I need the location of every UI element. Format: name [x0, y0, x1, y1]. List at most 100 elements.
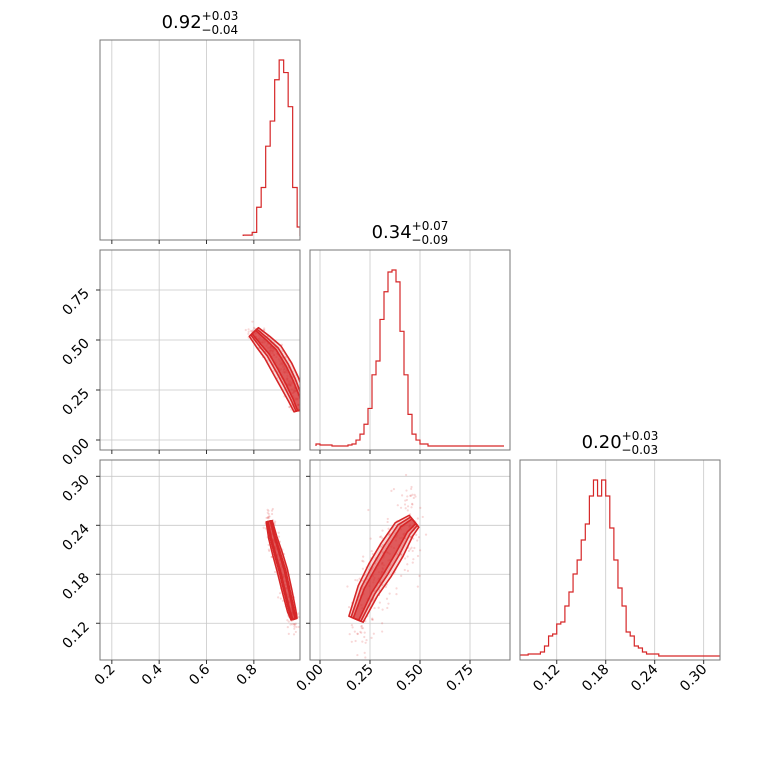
sample-point	[416, 517, 419, 520]
sample-point	[410, 502, 414, 505]
sample-point	[424, 533, 428, 536]
sample-point	[266, 516, 269, 519]
sample-point	[412, 558, 415, 561]
sample-point	[371, 618, 374, 621]
sample-point	[411, 493, 414, 496]
sample-point	[384, 585, 388, 588]
sample-point	[244, 328, 247, 332]
sample-point	[381, 537, 384, 540]
sample-point	[364, 656, 367, 659]
sample-point	[253, 327, 256, 330]
sample-point	[304, 406, 306, 408]
sample-point	[360, 624, 363, 628]
title-plus: +0.07	[412, 219, 449, 233]
sample-point	[404, 473, 408, 477]
sample-point	[406, 555, 409, 558]
sample-point	[364, 641, 367, 644]
y-tick-label: 0.50	[59, 336, 92, 369]
sample-point	[412, 453, 414, 455]
sample-point	[263, 329, 266, 332]
sample-point	[361, 559, 364, 562]
sample-point	[358, 577, 361, 580]
sample-point	[306, 407, 308, 409]
title-median: 0.34	[372, 222, 412, 243]
y-tick-label: 0.30	[59, 472, 92, 505]
sample-point	[278, 592, 282, 595]
sample-point	[354, 578, 357, 582]
sample-point	[401, 494, 404, 497]
sample-point	[353, 630, 356, 633]
panel-2-0: 0.2 0.4 0.6 0.8 0.12 0.18 0.24 0.30	[59, 459, 301, 689]
panel-2-1: 0.00 0.25 0.50 0.75	[293, 453, 511, 695]
sample-point	[286, 619, 289, 622]
sample-point	[292, 623, 296, 626]
sample-point	[267, 548, 270, 551]
sample-point	[287, 620, 290, 623]
sample-point	[267, 515, 271, 518]
sample-point	[406, 563, 409, 566]
sample-point	[296, 612, 300, 615]
sample-point	[252, 326, 256, 329]
sample-point	[396, 504, 399, 507]
sample-point	[377, 606, 380, 609]
panel-frame	[99, 249, 301, 451]
sample-point	[268, 549, 271, 553]
sample-point	[409, 548, 412, 551]
y-tick-label: 0.00	[59, 436, 92, 469]
sample-point	[291, 623, 294, 626]
sample-point	[416, 539, 419, 542]
sample-point	[395, 587, 398, 590]
sample-point	[267, 543, 270, 547]
sample-point	[346, 585, 349, 588]
sample-point	[419, 549, 422, 552]
y-tick-label: 0.18	[59, 570, 92, 603]
sample-point	[378, 582, 381, 585]
sample-point	[371, 552, 374, 556]
sample-point	[347, 606, 351, 609]
panel-1-0: 0.00 0.25 0.50 0.75	[59, 249, 308, 469]
sample-point	[370, 636, 373, 639]
sample-point	[362, 560, 365, 563]
histogram-step	[242, 59, 300, 236]
title-minus: −0.09	[411, 233, 448, 247]
panel-2-2: 0.12 0.18 0.24 0.30 0.20+0.03 −0.03	[519, 429, 721, 695]
sample-point	[293, 623, 296, 626]
sample-point	[303, 402, 305, 404]
x-tick-label: 0.25	[343, 662, 376, 695]
sample-point	[274, 520, 277, 523]
sample-point	[359, 630, 362, 633]
sample-point	[416, 554, 420, 558]
sample-point	[306, 403, 308, 405]
x-tick-label: 0.00	[293, 662, 326, 695]
sample-point	[301, 401, 303, 403]
sample-point	[381, 529, 384, 532]
sample-point	[304, 402, 306, 404]
y-tick-label: 0.24	[59, 521, 92, 554]
sample-point	[294, 630, 297, 634]
sample-point	[356, 632, 359, 636]
sample-point	[293, 623, 297, 626]
sample-point	[284, 355, 288, 359]
sample-point	[303, 408, 305, 410]
sample-point	[301, 391, 303, 393]
sample-point	[406, 495, 409, 498]
sample-point	[381, 608, 384, 611]
sample-point	[385, 597, 389, 600]
sample-point	[409, 494, 413, 497]
panel-plot-area	[315, 250, 504, 450]
panel-plot-area	[100, 460, 300, 660]
panel-frame	[309, 249, 511, 451]
y-tick-label: 0.25	[59, 386, 92, 419]
sample-point	[297, 625, 300, 629]
sample-point	[379, 535, 382, 539]
sample-point	[369, 537, 372, 540]
sample-point	[293, 627, 296, 630]
sample-point	[266, 511, 269, 514]
sample-point	[289, 623, 292, 626]
sample-point	[379, 580, 382, 584]
title-median: 0.92	[162, 12, 202, 33]
panel-plot-area	[310, 453, 510, 660]
x-tick-label: 0.8	[234, 662, 261, 689]
title-median: 0.20	[582, 432, 622, 453]
sample-point	[356, 579, 359, 582]
